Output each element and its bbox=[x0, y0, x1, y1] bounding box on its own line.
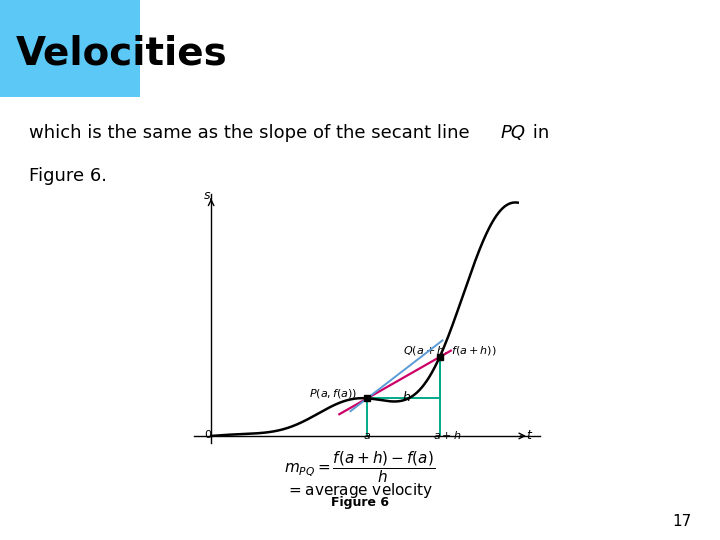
Text: $m_{PQ} = \dfrac{f(a+h) - f(a)}{h}$: $m_{PQ} = \dfrac{f(a+h) - f(a)}{h}$ bbox=[284, 449, 436, 484]
Text: Figure 6.: Figure 6. bbox=[29, 167, 107, 185]
Text: $0$: $0$ bbox=[204, 428, 212, 441]
Text: PQ: PQ bbox=[500, 124, 526, 142]
Text: Figure 6: Figure 6 bbox=[331, 496, 389, 509]
Text: $t$: $t$ bbox=[526, 429, 534, 442]
Text: $P(a, f(a))$: $P(a, f(a))$ bbox=[309, 387, 357, 400]
Text: in: in bbox=[527, 124, 549, 142]
FancyBboxPatch shape bbox=[0, 0, 140, 97]
Text: $s$: $s$ bbox=[203, 189, 211, 202]
Text: 17: 17 bbox=[672, 514, 691, 529]
Text: $a$: $a$ bbox=[364, 431, 372, 441]
Text: Velocities: Velocities bbox=[16, 35, 228, 72]
Text: $= \text{average velocity}$: $= \text{average velocity}$ bbox=[287, 481, 433, 500]
Text: $a+h$: $a+h$ bbox=[433, 429, 462, 441]
Text: which is the same as the slope of the secant line: which is the same as the slope of the se… bbox=[29, 124, 475, 142]
Text: $Q(a + h,\, f(a + h))$: $Q(a + h,\, f(a + h))$ bbox=[403, 344, 497, 357]
Text: $h$: $h$ bbox=[402, 390, 410, 404]
